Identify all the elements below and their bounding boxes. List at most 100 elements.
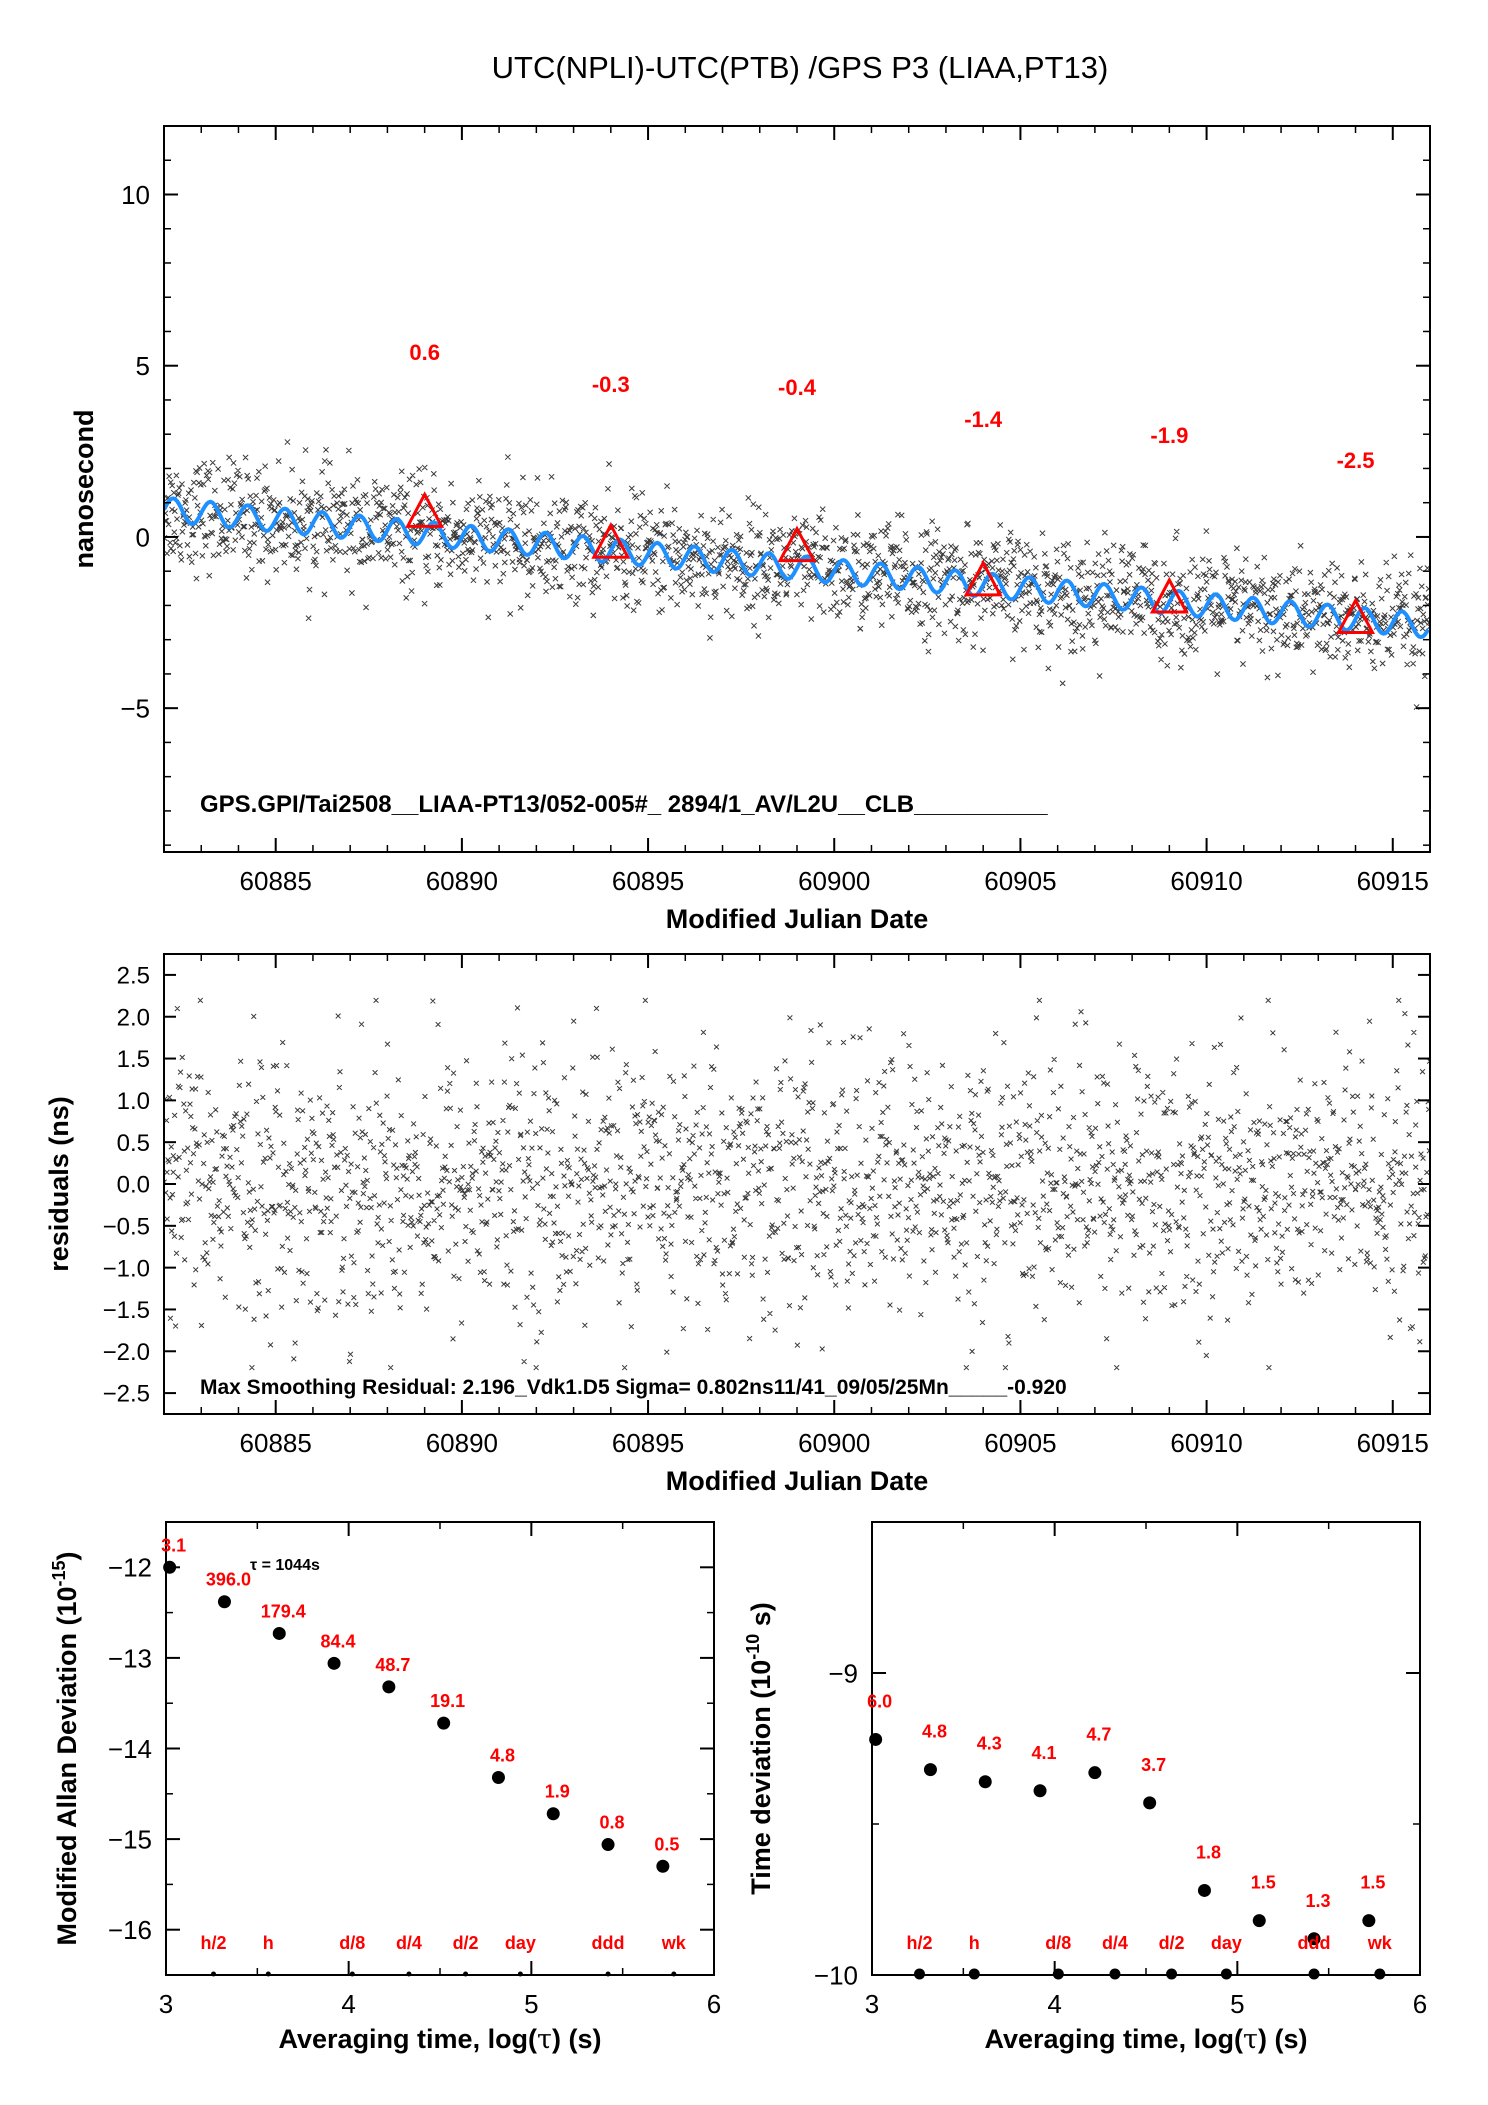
mdev-marker-label: h <box>263 1933 274 1953</box>
mdev-xlabel: Averaging time, log(τ) (s) <box>279 2024 602 2055</box>
y-tick-label: 1.0 <box>117 1088 150 1115</box>
ylabel-exponent: -15 <box>49 1560 69 1586</box>
tdev-marker-dot <box>1220 1968 1232 1980</box>
tdev-marker-dot <box>1374 1968 1386 1980</box>
mdev-marker-label: ddd <box>592 1933 625 1953</box>
residuals-annotation: Max Smoothing Residual: 2.196_Vdk1.D5 Si… <box>200 1376 1067 1399</box>
tdev-marker-dot <box>1166 1968 1178 1980</box>
mdev-point-label: 84.4 <box>321 1631 356 1651</box>
tdev-xlabel: Averaging time, log(τ) (s) <box>985 2024 1308 2055</box>
x-tick-label: 4 <box>341 1989 355 2019</box>
mdev-point <box>601 1838 615 1852</box>
tdev-point <box>1143 1796 1157 1810</box>
tdev-point-label: 4.8 <box>922 1722 947 1742</box>
xlabel-part: Averaging time, log( <box>279 2024 538 2054</box>
tdev-point <box>923 1763 937 1777</box>
tdev-frame <box>871 1521 1421 1976</box>
x-tick-label: 4 <box>1047 1989 1061 2019</box>
mdev-marker-dot <box>605 1971 611 1977</box>
daily-mean-label: 0.6 <box>409 340 440 365</box>
mdev-point <box>437 1716 451 1730</box>
y-tick-label: 10 <box>121 180 150 210</box>
mdev-marker-dot <box>265 1971 271 1977</box>
main-frame <box>163 125 1431 853</box>
daily-mean-label: -0.4 <box>778 375 817 400</box>
x-tick-label: 5 <box>524 1989 538 2019</box>
x-tick-label: 60915 <box>1357 1428 1429 1458</box>
residuals-xlabel: Modified Julian Date <box>666 1466 929 1496</box>
x-tick-label: 60885 <box>240 866 312 896</box>
tdev-point-label: 1.8 <box>1196 1842 1221 1862</box>
daily-mean-label: -1.9 <box>1150 423 1188 448</box>
mdev-point-label: 179.4 <box>261 1601 306 1621</box>
x-tick-label: 5 <box>1230 1989 1244 2019</box>
tdev-point-label: 4.7 <box>1086 1725 1111 1745</box>
mdev-point <box>272 1626 286 1640</box>
mdev-marker-dot <box>671 1971 677 1977</box>
residuals-ylabel: residuals (ns) <box>44 1096 74 1272</box>
main-annotation: GPS.GPI/Tai2508__LIAA-PT13/052-005#_ 289… <box>200 791 1048 818</box>
mdev-point-label: 4.8 <box>490 1745 515 1765</box>
mdev-marker-dot <box>210 1971 216 1977</box>
x-tick-label: 6 <box>1413 1989 1427 2019</box>
tdev-point <box>1252 1914 1266 1928</box>
figure-title: UTC(NPLI)-UTC(PTB) /GPS P3 (LIAA,PT13) <box>492 50 1109 85</box>
tdev-marker-dot <box>968 1968 980 1980</box>
x-tick-label: 3 <box>159 1989 173 2019</box>
mdev-marker-dot <box>406 1971 412 1977</box>
y-tick-label: −13 <box>108 1643 152 1673</box>
mdev-marker-label: wk <box>661 1933 687 1953</box>
mdev-marker-label: d/2 <box>453 1933 479 1953</box>
x-tick-label: 60895 <box>612 866 684 896</box>
daily-mean-marker <box>963 559 1003 597</box>
y-tick-label: −5 <box>120 694 150 724</box>
mdev-point-label: 3.1 <box>161 1535 186 1555</box>
data-points <box>164 439 1430 710</box>
x-tick-label: 60900 <box>798 866 870 896</box>
smoothed-line <box>164 496 1430 640</box>
ylabel-part: s) <box>746 1602 776 1634</box>
tdev-point <box>1307 1932 1321 1946</box>
y-tick-label: −12 <box>108 1553 152 1583</box>
tdev-marker-label: d/2 <box>1159 1933 1185 1953</box>
mdev-ylabel: Modified Allan Deviation (10-15) <box>49 1551 82 1945</box>
tdev-marker-label: wk <box>1367 1933 1393 1953</box>
y-tick-label: 0.5 <box>117 1130 150 1157</box>
xlabel-part: Averaging time, log( <box>985 2024 1244 2054</box>
mdev-point <box>163 1560 177 1574</box>
tdev-point-label: 3.7 <box>1141 1755 1166 1775</box>
tdev-point-label: 4.1 <box>1032 1743 1057 1763</box>
mdev-marker-label: day <box>505 1933 536 1953</box>
y-tick-label: 2.5 <box>117 963 150 990</box>
mdev-frame <box>165 1521 715 1976</box>
x-tick-label: 60910 <box>1170 866 1242 896</box>
tdev-point <box>1033 1784 1047 1798</box>
x-tick-label: 60900 <box>798 1428 870 1458</box>
daily-mean-marker <box>405 491 445 528</box>
tdev-marker-label: day <box>1211 1933 1242 1953</box>
y-tick-label: 0 <box>136 522 150 552</box>
tdev-point <box>978 1775 992 1789</box>
tdev-marker-dot <box>1052 1968 1064 1980</box>
xlabel-part: ) (s) <box>1258 2024 1308 2054</box>
mdev-point <box>217 1595 231 1609</box>
tdev-marker-label: h <box>969 1933 980 1953</box>
mdev-marker-label: h/2 <box>200 1933 226 1953</box>
xlabel-tau: τ <box>537 2024 552 2055</box>
tdev-marker-label: h/2 <box>906 1933 932 1953</box>
x-tick-label: 60910 <box>1170 1428 1242 1458</box>
x-tick-label: 6 <box>707 1989 721 2019</box>
tdev-ylabel: Time deviation (10-10 s) <box>743 1602 776 1895</box>
y-tick-label: −1.5 <box>103 1297 150 1324</box>
xlabel-tau: τ <box>1243 2024 1258 2055</box>
mdev-point <box>546 1807 560 1821</box>
mdev-marker-dot <box>517 1971 523 1977</box>
mdev-point <box>327 1656 341 1670</box>
x-tick-label: 60885 <box>240 1428 312 1458</box>
xlabel-part: ) (s) <box>552 2024 602 2054</box>
tdev-marker-dot <box>1308 1968 1320 1980</box>
tdev-marker-label: d/8 <box>1045 1933 1071 1953</box>
y-tick-label: −1.0 <box>103 1255 150 1282</box>
tdev-point <box>1197 1883 1211 1897</box>
